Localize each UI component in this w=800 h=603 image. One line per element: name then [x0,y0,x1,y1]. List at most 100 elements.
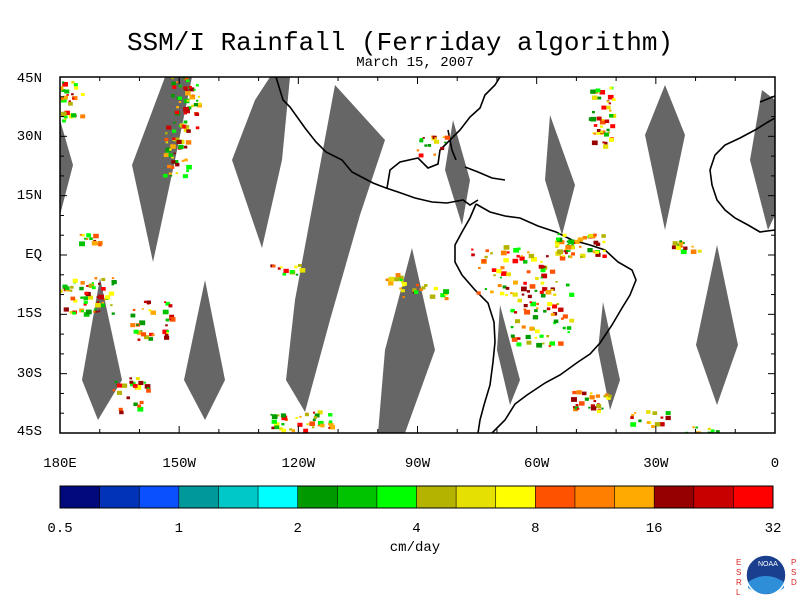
rain-cell [646,421,650,424]
rain-cell [710,429,715,433]
rain-cell [129,377,133,380]
rain-cell [413,290,419,294]
rain-cell [556,303,560,305]
colorbar-swatch [297,486,338,508]
colorbar-swatch [178,486,219,508]
rain-cell [529,284,536,289]
rain-cell [173,121,176,124]
rain-cell [675,245,681,250]
rain-cell [549,269,556,274]
rain-cell [601,105,607,110]
rain-cell [602,240,606,244]
rain-cell [175,172,179,175]
rain-cell [185,89,189,92]
rain-cell [303,428,309,433]
rain-cell [299,415,302,418]
colorbar-swatch [693,486,734,508]
colorbar [59,485,774,509]
rain-cell [62,82,68,87]
rainfall-map [59,64,776,434]
rain-cell [604,119,610,123]
rain-cell [70,296,76,301]
rain-cell [69,311,74,314]
rain-cell [569,292,575,297]
rain-cell [69,289,73,292]
rain-cell [601,234,606,238]
rain-cell [133,402,138,406]
rain-cell [394,277,400,282]
rain-cell [609,114,614,118]
rain-cell [313,416,318,419]
rain-cell [144,335,149,340]
rain-cell [271,414,278,419]
rain-cell [433,153,436,156]
rain-cell [631,414,635,417]
rain-cell [60,86,64,91]
rain-cell [80,93,85,96]
rain-cell [166,332,169,334]
rain-cell [72,96,78,101]
swath [696,245,738,405]
rain-cell [185,64,188,67]
rain-cell [171,81,176,86]
rain-cell [543,309,547,313]
rain-cell [94,310,98,313]
rain-cell [137,406,144,412]
rain-cell [283,268,289,273]
colorbar-swatch [99,486,140,508]
rain-cell [538,264,544,269]
rain-cell [83,300,88,304]
rain-cell [692,426,695,429]
rain-cell [606,128,610,132]
rain-cell [521,325,526,329]
rain-cell [96,301,99,304]
rain-cell [299,268,306,273]
rain-cell [529,301,532,304]
rain-cell [298,264,302,267]
rain-cell [427,144,432,147]
colorbar-tick-label: 2 [293,521,302,537]
rain-cell [95,303,101,308]
rain-cell [552,304,558,309]
rain-cell [630,422,637,427]
rain-cell [139,320,146,326]
rain-cell [535,277,539,280]
rain-cell [172,129,177,133]
rain-cell [424,284,428,287]
colorbar-swatch [733,486,774,508]
rain-cell [314,413,320,418]
rain-cell [183,145,188,149]
rain-cell [304,413,309,417]
rain-cell [329,424,335,430]
swath [286,85,385,412]
rain-cell [536,302,539,306]
rain-cell [184,89,187,91]
rain-cell [137,404,142,408]
rain-cell [526,340,532,345]
rain-cell [110,304,113,307]
lon-label: 0 [770,456,780,472]
rain-cell [571,244,574,247]
rain-cell [163,173,168,178]
rain-cell [176,106,179,109]
rain-cell [388,276,395,282]
rain-cell [505,294,508,297]
rain-cell [98,310,101,313]
rain-cell [592,250,597,254]
rain-cell [183,106,189,112]
rain-cell [72,311,76,315]
rain-cell [564,251,568,255]
rain-cell [79,286,84,291]
rain-cell [84,291,89,295]
rain-cell [671,245,677,250]
rain-cell [608,138,614,142]
rain-cell [185,125,190,128]
rain-cell [534,289,538,292]
rain-cell [592,132,595,134]
rain-cell [562,314,568,319]
rain-cell [523,260,528,264]
rain-cell [564,248,568,252]
rain-cell [502,285,507,289]
rain-cell [707,427,711,431]
